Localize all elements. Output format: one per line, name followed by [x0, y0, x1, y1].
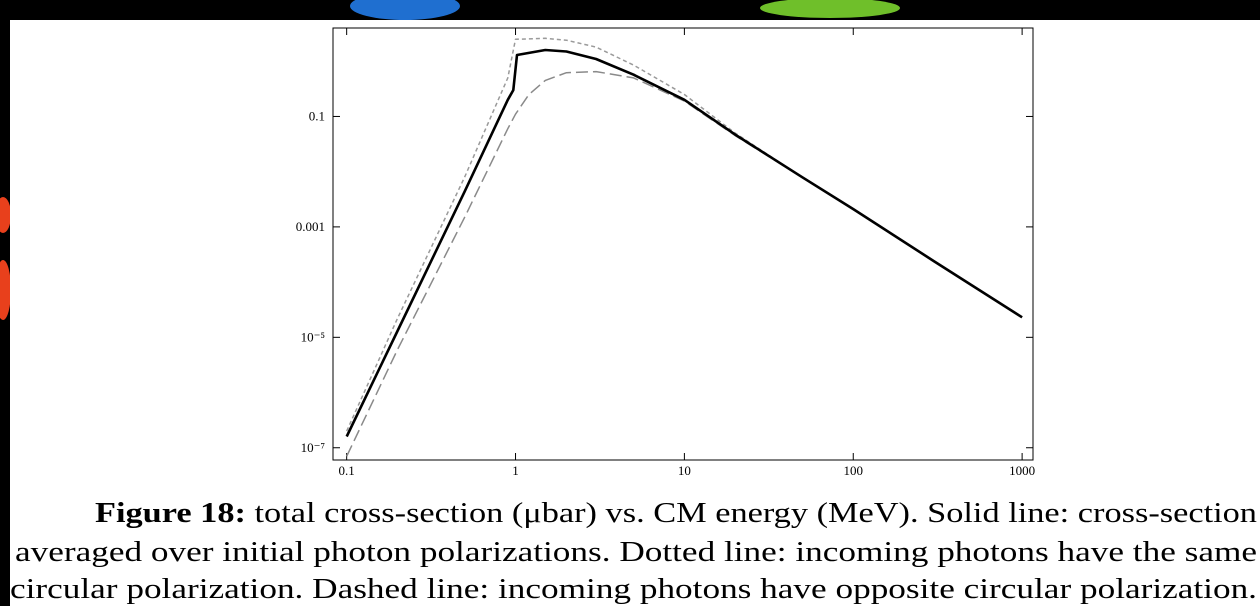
plot-frame	[332, 27, 1034, 461]
caption-text: total cross-section (μbar) vs. CM energy…	[246, 498, 1257, 529]
caption-line: Figure 18: total cross-section (μbar) vs…	[95, 498, 1257, 529]
y-tick-label: 0.1	[309, 108, 325, 123]
caption-line: averaged over initial photon polarizatio…	[15, 537, 1257, 568]
y-tick-label: 10⁻⁷	[301, 440, 325, 455]
content-area	[10, 20, 1260, 606]
caption-line: circular polarization. Dashed line: inco…	[10, 574, 1257, 605]
y-tick-label: 10⁻⁵	[301, 329, 325, 344]
x-tick-label: 10	[678, 463, 691, 478]
y-tick-label: 0.001	[296, 219, 325, 234]
caption-label: Figure 18:	[95, 498, 246, 529]
x-tick-label: 1000	[1009, 463, 1035, 478]
decor-blob	[350, 0, 460, 20]
series-line	[345, 48, 1023, 438]
decor-blob	[0, 197, 11, 233]
decor-blob	[760, 0, 900, 18]
x-tick-label: 100	[844, 463, 864, 478]
x-tick-label: 0.1	[339, 463, 355, 478]
x-tick-label: 1	[512, 463, 519, 478]
decor-blob	[0, 260, 11, 320]
series-line	[346, 70, 1023, 457]
